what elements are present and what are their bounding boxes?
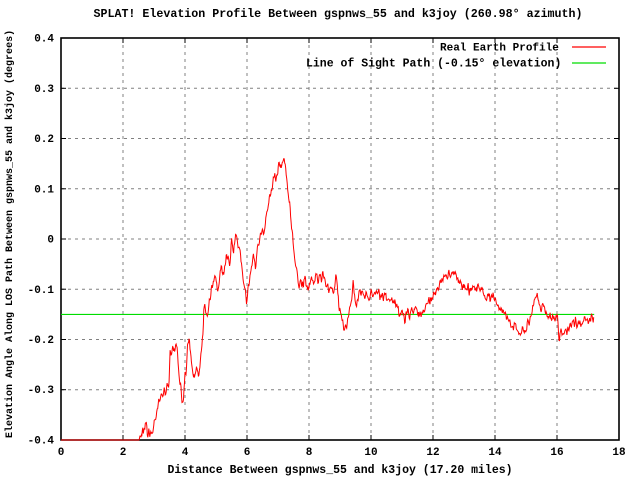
svg-text:Elevation Angle Along LOS Path: Elevation Angle Along LOS Path Between g… [4,30,16,438]
svg-text:0.2: 0.2 [34,134,54,146]
svg-text:4: 4 [182,447,189,459]
svg-text:SPLAT! Elevation Profile Betwe: SPLAT! Elevation Profile Between gspnws_… [94,8,583,21]
svg-text:0.1: 0.1 [34,184,54,196]
svg-text:0.3: 0.3 [34,84,54,96]
svg-text:14: 14 [488,447,502,459]
svg-text:-0.4: -0.4 [28,436,55,448]
svg-text:2: 2 [120,447,127,459]
svg-text:-0.2: -0.2 [28,335,54,347]
svg-text:6: 6 [244,447,251,459]
svg-text:-0.1: -0.1 [28,285,55,297]
svg-text:0.4: 0.4 [34,34,54,46]
svg-text:Line of Sight Path (-0.15° ele: Line of Sight Path (-0.15° elevation) [306,58,561,71]
svg-text:16: 16 [550,447,563,459]
svg-text:10: 10 [364,447,377,459]
svg-text:Real Earth Profile: Real Earth Profile [440,43,559,55]
svg-text:0: 0 [58,447,65,459]
svg-text:-0.3: -0.3 [28,385,55,397]
svg-text:0: 0 [47,235,54,247]
svg-text:8: 8 [306,447,313,459]
svg-text:18: 18 [612,447,626,459]
svg-text:12: 12 [426,447,439,459]
svg-text:Distance Between gspnws_55 and: Distance Between gspnws_55 and k3joy (17… [167,464,512,477]
